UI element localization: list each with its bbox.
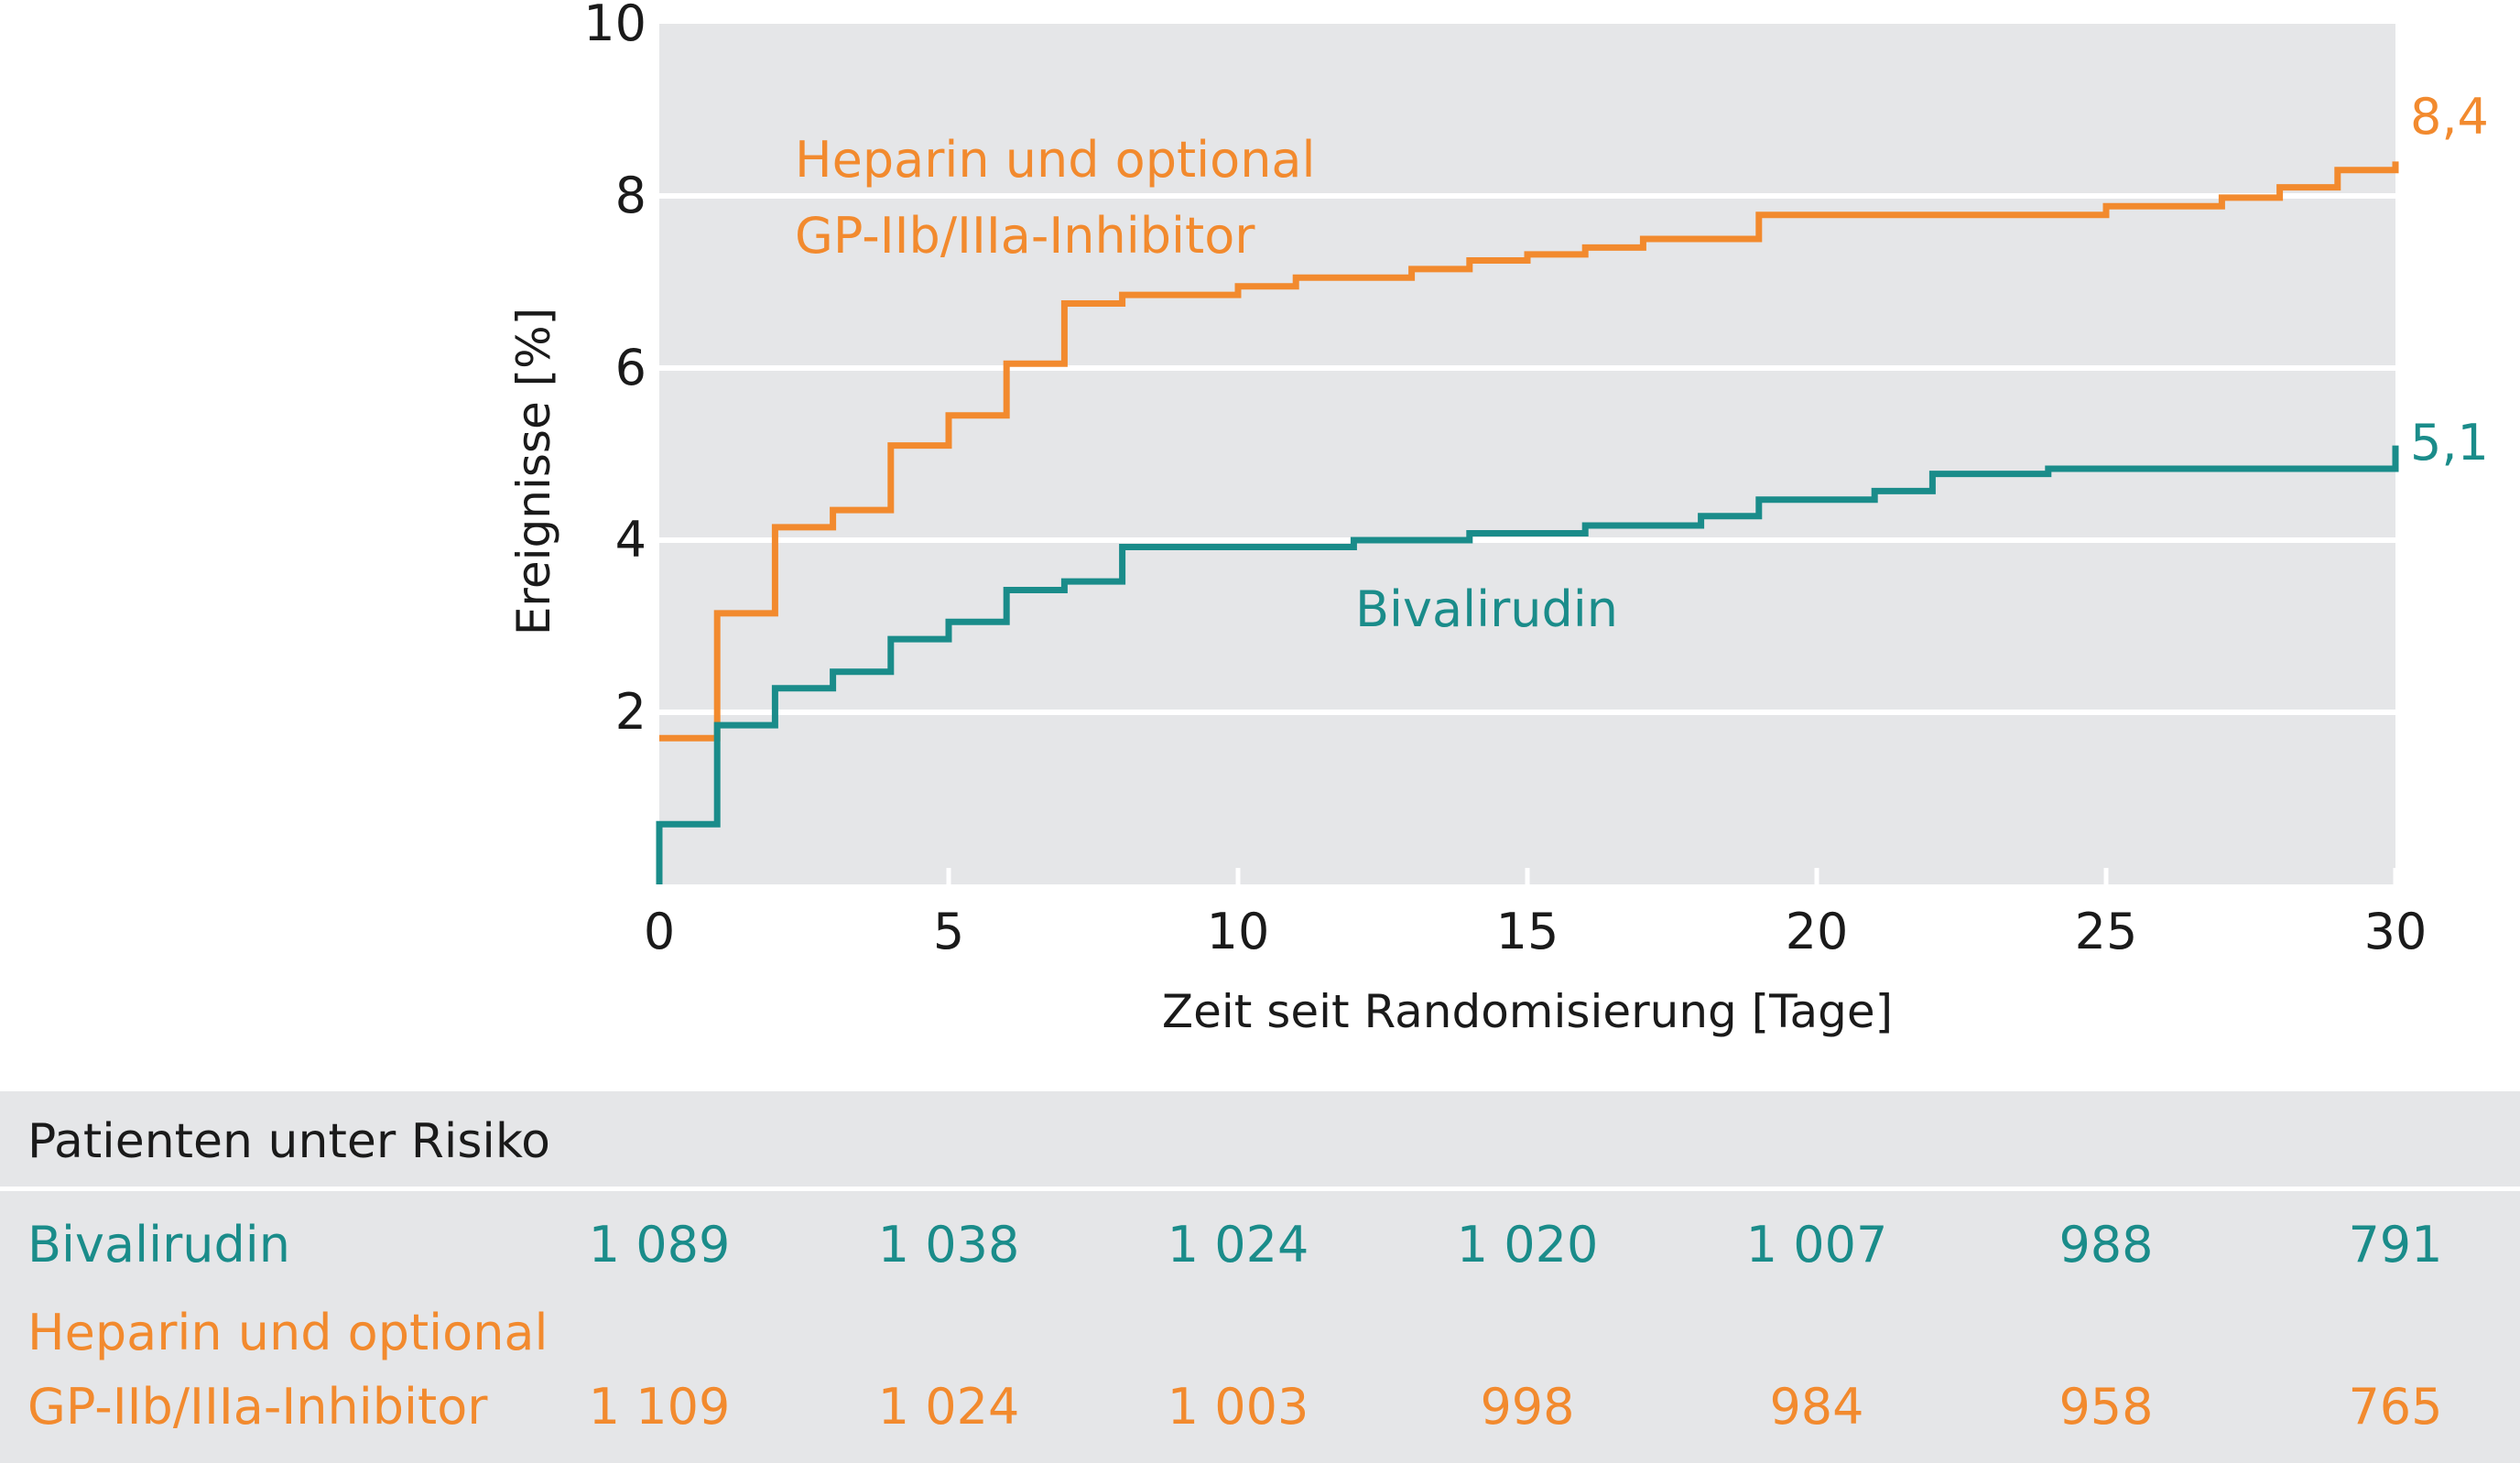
risk-row-label-heparin: Heparin und optional GP-IIb/IIIa-Inhibit…	[27, 1304, 564, 1436]
series-line-bivalirudin	[656, 445, 2399, 884]
risk-value-heparin-10: 1 003	[1168, 1378, 1309, 1436]
risk-value-heparin-20: 984	[1769, 1378, 1863, 1436]
risk-value-heparin-25: 958	[2058, 1378, 2153, 1436]
risk-table-title: Patienten unter Risiko	[27, 1114, 550, 1169]
risk-value-heparin-0: 1 109	[589, 1378, 731, 1436]
y-tick-label-4: 4	[615, 511, 646, 569]
series-lines	[656, 161, 2399, 884]
risk-row-label-heparin-line-2: GP-IIb/IIIa-Inhibitor	[27, 1378, 488, 1436]
y-tick-label-6: 6	[615, 339, 646, 396]
risk-value-bivalirudin-25: 988	[2058, 1216, 2153, 1273]
risk-table-divider	[0, 1187, 2520, 1191]
risk-value-bivalirudin-30: 791	[2348, 1216, 2442, 1273]
y-tick-label-8: 8	[615, 167, 646, 224]
x-tick-label-5: 5	[933, 903, 964, 960]
series-label-heparin-line-1: Heparin und optional	[795, 131, 1316, 189]
end-value-heparin: 8,4	[2410, 88, 2489, 146]
y-axis-title: Ereignisse [%]	[507, 308, 560, 635]
y-tick-label-2: 2	[615, 683, 646, 741]
series-label-heparin-line-2: GP-IIb/IIIa-Inhibitor	[795, 207, 1255, 265]
end-value-bivalirudin: 5,1	[2410, 414, 2489, 471]
risk-value-heparin-30: 765	[2348, 1378, 2442, 1436]
risk-value-bivalirudin-15: 1 020	[1457, 1216, 1599, 1273]
x-axis: 0 5 10 15 20 25 30	[644, 868, 2428, 960]
series-line-heparin	[659, 161, 2399, 742]
risk-table-header-band	[0, 1091, 2520, 1187]
risk-value-bivalirudin-0: 1 089	[589, 1216, 731, 1273]
risk-value-heparin-5: 1 024	[878, 1378, 1020, 1436]
x-tick-label-10: 10	[1207, 903, 1270, 960]
series-label-heparin: Heparin und optional GP-IIb/IIIa-Inhibit…	[795, 131, 1331, 265]
y-tick-label-10: 10	[583, 0, 646, 52]
risk-value-bivalirudin-10: 1 024	[1168, 1216, 1309, 1273]
x-tick-label-15: 15	[1496, 903, 1559, 960]
plot-area	[659, 24, 2395, 884]
risk-value-bivalirudin-5: 1 038	[878, 1216, 1020, 1273]
x-tick-label-30: 30	[2364, 903, 2428, 960]
x-axis-title: Zeit seit Randomisierung [Tage]	[1162, 985, 1893, 1038]
grid-lines	[659, 193, 2395, 715]
x-tick-label-20: 20	[1786, 903, 1849, 960]
risk-value-bivalirudin-20: 1 007	[1746, 1216, 1888, 1273]
risk-value-heparin-15: 998	[1480, 1378, 1574, 1436]
y-axis: 2 4 6 8 10	[583, 0, 646, 741]
series-label-bivalirudin: Bivalirudin	[1355, 580, 1618, 638]
risk-row-label-bivalirudin: Bivalirudin	[27, 1216, 290, 1273]
risk-row-label-heparin-line-1: Heparin und optional	[27, 1304, 549, 1361]
x-tick-label-0: 0	[644, 903, 675, 960]
x-tick-label-25: 25	[2075, 903, 2138, 960]
risk-table-body-band	[0, 1191, 2520, 1463]
risk-table-values: 1 089 1 038 1 024 1 020 1 007 988 791 1 109 1 02…	[589, 1216, 2443, 1436]
